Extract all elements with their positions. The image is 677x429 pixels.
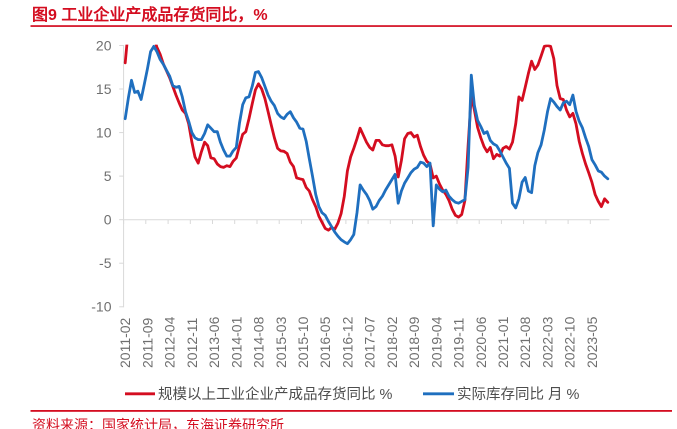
svg-text:20: 20: [96, 37, 112, 53]
svg-text:2019-04: 2019-04: [428, 316, 444, 368]
svg-text:2018-02: 2018-02: [384, 316, 400, 368]
svg-text:2014-01: 2014-01: [228, 316, 244, 368]
svg-text:实际库存同比 月 %: 实际库存同比 月 %: [457, 386, 580, 403]
svg-text:2016-12: 2016-12: [339, 316, 355, 368]
svg-text:15: 15: [96, 81, 112, 97]
svg-text:-5: -5: [99, 255, 112, 271]
svg-text:2020-06: 2020-06: [473, 316, 489, 368]
svg-text:0: 0: [104, 212, 112, 228]
svg-text:2011-09: 2011-09: [139, 317, 155, 368]
svg-text:规模以上工业企业产成品存货同比 %: 规模以上工业企业产成品存货同比 %: [158, 385, 393, 403]
svg-text:2012-04: 2012-04: [162, 316, 178, 368]
svg-text:2012-11: 2012-11: [184, 317, 200, 368]
svg-text:2019-11: 2019-11: [451, 317, 467, 368]
svg-text:2015-03: 2015-03: [273, 316, 289, 368]
svg-text:2022-10: 2022-10: [562, 316, 578, 368]
svg-text:资料来源：国家统计局，东海证券研究所: 资料来源：国家统计局，东海证券研究所: [32, 417, 284, 429]
svg-text:2013-06: 2013-06: [206, 316, 222, 368]
svg-text:2022-03: 2022-03: [540, 316, 556, 368]
svg-text:2016-05: 2016-05: [317, 316, 333, 368]
svg-text:图9 工业企业产成品存货同比，%: 图9 工业企业产成品存货同比，%: [32, 5, 268, 24]
svg-text:2021-08: 2021-08: [517, 316, 533, 368]
svg-text:2023-05: 2023-05: [584, 316, 600, 368]
svg-text:-10: -10: [91, 299, 111, 315]
svg-text:2021-01: 2021-01: [495, 316, 511, 368]
svg-text:5: 5: [104, 168, 112, 184]
svg-text:2018-09: 2018-09: [406, 316, 422, 368]
svg-text:2015-10: 2015-10: [295, 316, 311, 368]
svg-text:2011-02: 2011-02: [117, 317, 133, 368]
svg-text:10: 10: [96, 125, 112, 141]
svg-text:2017-07: 2017-07: [362, 316, 378, 368]
svg-text:2014-08: 2014-08: [251, 316, 267, 368]
